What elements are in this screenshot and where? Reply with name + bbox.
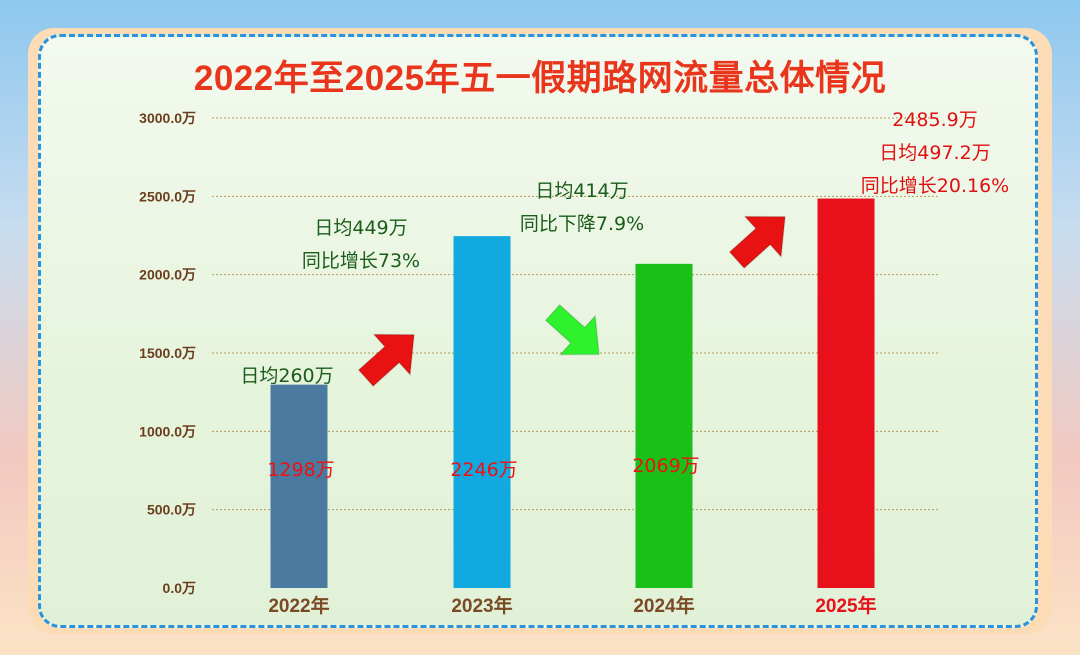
bar-2022年 [270,384,328,588]
y-tick-label: 0.0万 [163,580,196,596]
value-label: 2069万 [632,455,699,477]
y-tick-label: 2500.0万 [139,188,196,204]
annotation-text: 日均260万 [240,365,333,387]
value-label: 2485.9万 [892,109,977,131]
trend-up-arrow-icon [728,215,786,270]
y-tick-label: 1000.0万 [139,423,196,439]
bar-2024年 [635,263,693,588]
annotation-text: 同比增长73% [302,250,420,272]
bar-2023年 [453,236,511,589]
annotation-text: 日均414万 [535,180,628,202]
grid-layer [212,117,938,511]
x-axis-labels: 2022年 2023年 2024年 2025年 [268,594,876,617]
x-tick-label: 2025年 [815,594,876,617]
chart-title: 2022年至2025年五一假期路网流量总体情况 [193,59,887,98]
trend-up-arrow-icon [357,333,415,388]
y-tick-label: 500.0万 [147,502,196,518]
annotation-text: 日均497.2万 [879,142,990,164]
y-axis-ticks: 0.0万 500.0万 1000.0万 1500.0万 2000.0万 2500.0万 30… [139,110,196,596]
bar-2025年 [817,198,875,588]
value-labels: 1298万 2246万 2069万 [267,455,699,481]
value-label: 1298万 [267,459,334,481]
y-tick-label: 1500.0万 [139,345,196,361]
bar-layer [270,198,875,589]
y-tick-label: 2000.0万 [139,267,196,283]
trend-down-arrow-icon [544,303,600,356]
y-tick-label: 3000.0万 [139,110,196,126]
x-tick-label: 2022年 [268,594,329,617]
annotation-text: 同比下降7.9% [520,213,644,235]
x-tick-label: 2023年 [451,594,512,617]
x-tick-label: 2024年 [633,594,694,617]
value-label: 2246万 [450,459,517,481]
trend-arrows [357,215,786,388]
annotation-text: 日均449万 [314,217,407,239]
annotation-text: 同比增长20.16% [861,175,1009,197]
